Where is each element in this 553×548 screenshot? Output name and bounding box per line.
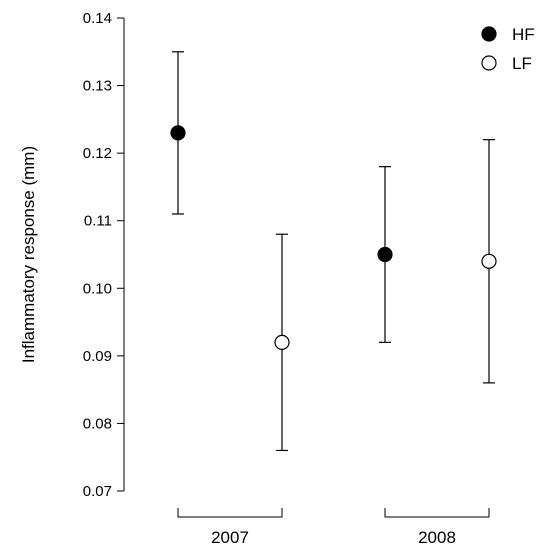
point-hf (170, 125, 186, 141)
y-axis: 0.07 0.08 0.09 0.10 0.11 0.12 0.13 0.14 (83, 10, 125, 500)
y-tick-label: 0.13 (83, 78, 112, 95)
legend-marker (481, 26, 497, 42)
y-tick-label: 0.08 (83, 415, 112, 432)
legend: HF LF (481, 25, 535, 73)
group-bracket (177, 508, 283, 518)
group-label: 2008 (418, 528, 456, 547)
point-lf (274, 334, 290, 350)
group-axis: 2007 2008 (177, 508, 490, 547)
y-tick-label: 0.09 (83, 348, 112, 365)
point-lf (481, 253, 497, 269)
legend-label: LF (512, 54, 532, 73)
y-tick-label: 0.11 (84, 213, 112, 230)
data-marks (170, 51, 497, 452)
group-label: 2007 (211, 528, 249, 547)
group-bracket (384, 508, 490, 518)
y-tick-label: 0.12 (83, 145, 112, 162)
y-tick-label: 0.14 (83, 10, 112, 27)
legend-label: HF (512, 25, 535, 44)
point-hf (377, 246, 393, 263)
y-tick-label: 0.10 (83, 280, 112, 297)
y-axis-title: Inflammatory response (mm) (19, 146, 38, 363)
legend-marker (481, 55, 497, 71)
y-tick-label: 0.07 (83, 483, 112, 500)
